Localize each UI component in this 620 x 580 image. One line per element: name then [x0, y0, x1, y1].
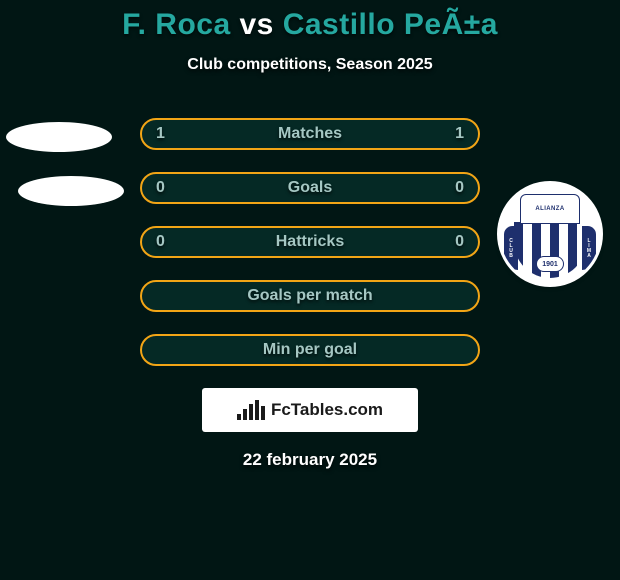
crest-top-text: ALIANZA: [535, 206, 564, 212]
stat-label: Goals per match: [247, 287, 372, 305]
stat-label: Hattricks: [276, 233, 344, 251]
stat-value-left: 1: [156, 125, 165, 143]
crest-year: 1901: [536, 256, 564, 272]
stat-label: Matches: [278, 125, 342, 143]
bar-chart-icon: [237, 400, 265, 420]
stat-pill: 0 Goals 0: [140, 172, 480, 204]
stat-pill: 0 Hattricks 0: [140, 226, 480, 258]
crest-left-text: CLUB: [504, 226, 518, 270]
stat-pill: Min per goal: [140, 334, 480, 366]
stat-value-right: 1: [455, 125, 464, 143]
title-player-2: Castillo PeÃ±a: [283, 8, 498, 41]
fctables-badge[interactable]: FcTables.com: [202, 388, 418, 432]
stat-value-left: 0: [156, 233, 165, 251]
stat-pill: 1 Matches 1: [140, 118, 480, 150]
comparison-title: F. Roca vs Castillo PeÃ±a: [0, 0, 620, 42]
stat-row: 1 Matches 1: [140, 118, 480, 150]
stat-label: Goals: [288, 179, 332, 197]
stat-value-left: 0: [156, 179, 165, 197]
stat-row: Goals per match: [140, 280, 480, 312]
fctables-brand-text: FcTables.com: [271, 400, 383, 420]
stat-pill: Goals per match: [140, 280, 480, 312]
stat-value-right: 0: [455, 233, 464, 251]
stat-value-right: 0: [455, 179, 464, 197]
comparison-subtitle: Club competitions, Season 2025: [0, 56, 620, 74]
title-vs: vs: [231, 8, 283, 41]
title-player-1: F. Roca: [122, 8, 231, 41]
stat-row: 0 Hattricks 0: [140, 226, 480, 258]
stat-row: Min per goal: [140, 334, 480, 366]
stat-row: 0 Goals 0: [140, 172, 480, 204]
placeholder-ellipse: [18, 176, 124, 206]
placeholder-ellipse: [6, 122, 112, 152]
stat-label: Min per goal: [263, 341, 357, 359]
snapshot-date: 22 february 2025: [0, 450, 620, 470]
club-crest-alianza-lima: ALIANZA CLUB LIMA 1901: [500, 184, 600, 284]
